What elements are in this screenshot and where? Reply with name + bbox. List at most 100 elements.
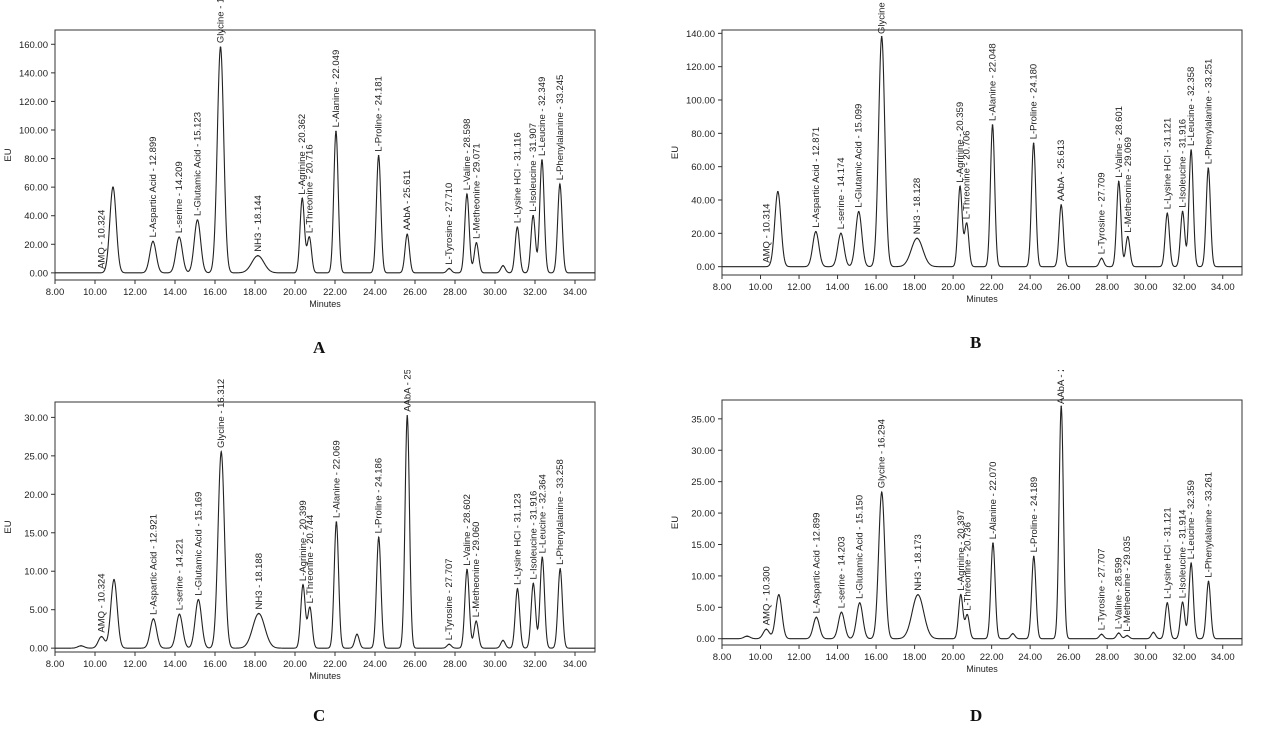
peak-point	[335, 521, 338, 523]
x-tick-label: 26.00	[1057, 282, 1081, 293]
peak-label: L-Valine - 28.601	[1114, 106, 1125, 178]
y-tick-label: 35.00	[691, 414, 715, 425]
peak-point	[1190, 562, 1192, 565]
peak-label: L-Lysine HCl - 31.121	[1162, 118, 1173, 210]
x-tick-label: 16.00	[203, 659, 227, 670]
peak-label: Glycine - 16.276	[216, 0, 227, 43]
x-tick-label: 32.00	[523, 287, 547, 298]
peak-point	[959, 185, 961, 188]
peak-point	[377, 154, 380, 157]
y-tick-label: 0.00	[697, 262, 716, 273]
peak-label: L-Phenylalanine - 33.258	[555, 459, 566, 565]
x-tick-label: 24.00	[363, 287, 387, 298]
peak-label: L-Tyrosine - 27.707	[444, 558, 455, 640]
peak-point	[857, 210, 860, 213]
peak-point	[516, 588, 519, 590]
y-tick-label: 140.00	[686, 29, 715, 40]
y-tick-label: 100.00	[686, 96, 715, 107]
peak-label: AAbA - 25.613	[1056, 140, 1067, 201]
peak-point	[965, 222, 968, 225]
peak-point	[196, 219, 199, 221]
y-tick-label: 15.00	[691, 540, 715, 551]
peak-point	[559, 183, 561, 186]
x-tick-label: 12.00	[123, 287, 147, 298]
x-tick-label: 24.00	[363, 659, 387, 670]
peak-label: AMQ - 10.324	[97, 573, 108, 632]
peak-label: AMQ - 10.314	[762, 204, 773, 263]
peak-point	[765, 628, 768, 631]
peak-point	[80, 645, 82, 647]
y-tick-label: 25.00	[691, 477, 715, 488]
chromatogram-panel-d: 0.00 5.00 10.00 15.00 20.00 25.00 30.00 35.00 8.…	[664, 370, 1274, 731]
x-tick-label: 26.00	[403, 287, 427, 298]
y-tick-label: 160.00	[19, 40, 48, 51]
y-tick-label: 100.00	[19, 126, 48, 137]
x-tick-label: 34.00	[1211, 652, 1235, 663]
x-axis-label: Minutes	[966, 294, 998, 304]
x-tick-label: 32.00	[1172, 282, 1196, 293]
peak-label: L-Glutamic Acid - 15.150	[855, 495, 866, 599]
peak-point	[113, 578, 115, 581]
x-tick-label: 16.00	[864, 282, 888, 293]
peak-point	[541, 159, 543, 161]
x-tick-label: 32.00	[523, 659, 547, 670]
peak-label: L-serine - 14.203	[837, 536, 848, 608]
peak-point	[377, 536, 380, 539]
y-tick-label: 10.00	[24, 567, 48, 578]
peak-point	[541, 556, 544, 559]
peak-label: L-Valine - 28.599	[1114, 557, 1125, 629]
peak-label: L-Isoleucine - 31.914	[1178, 510, 1189, 599]
x-tick-label: 16.00	[203, 287, 227, 298]
y-tick-label: 30.00	[691, 446, 715, 457]
plot-frame-d	[721, 399, 1243, 646]
y-tick-label: 20.00	[24, 490, 48, 501]
peak-point	[335, 130, 337, 133]
peak-label: L-Isoleucine - 31.916	[528, 491, 539, 580]
peak-label: L-Threonine - 20.716	[304, 144, 315, 233]
peak-point	[1181, 601, 1184, 604]
peak-label: NH3 - 18.144	[253, 195, 264, 252]
peak-label: L-Glutamic Acid - 15.169	[193, 492, 204, 596]
peak-label: L-Aspartic Acid - 12.899	[148, 137, 159, 238]
peak-label: AMQ - 10.324	[97, 210, 108, 269]
peak-point	[466, 568, 468, 571]
peak-label: Glycine - 16.292	[877, 0, 888, 34]
x-tick-label: 26.00	[403, 659, 427, 670]
peak-label: L-Aspartic Acid - 12.921	[148, 514, 159, 615]
peak-label: L-Phenylalanine - 33.251	[1203, 59, 1214, 165]
x-tick-label: 12.00	[123, 659, 147, 670]
chromatogram-d-svg: 0.00 5.00 10.00 15.00 20.00 25.00 30.00 35.00 8.…	[670, 370, 1243, 674]
y-tick-label: 0.00	[30, 644, 49, 655]
peak-point	[880, 491, 883, 494]
peak-point	[309, 606, 311, 609]
peak-label: AAbA - 25.613	[402, 370, 413, 412]
x-tick-label: 10.00	[83, 659, 107, 670]
chromatogram-panel-c: 0.00 5.00 10.00 15.00 20.00 25.00 30.00 8.00 10.…	[0, 370, 640, 731]
peak-point	[1152, 631, 1155, 634]
y-axis-label: EU	[670, 516, 681, 529]
chromatogram-trace-a	[55, 47, 595, 274]
peak-point	[1060, 204, 1063, 206]
y-tick-label: 0.00	[30, 268, 49, 279]
y-tick-label: 0.00	[697, 634, 716, 645]
y-tick-label: 80.00	[691, 129, 715, 140]
peak-point	[257, 612, 260, 615]
peak-label: NH3 - 18.188	[254, 553, 265, 610]
x-tick-label: 30.00	[1134, 652, 1158, 663]
chromatogram-trace-b	[722, 36, 1242, 268]
peak-point	[308, 236, 311, 238]
y-tick-label: 10.00	[691, 571, 715, 582]
peak-label: L-Threonine - 20.736	[962, 522, 973, 611]
peak-label: L-Agrinine - 20.399	[298, 500, 309, 581]
peak-point	[301, 197, 304, 200]
plot-frame-c	[54, 401, 596, 653]
peak-label: L-serine - 14.221	[174, 538, 185, 610]
peak-label: L-Lysine HCl - 31.116	[512, 132, 523, 223]
peak-point	[466, 193, 468, 196]
x-tick-label: 34.00	[563, 287, 587, 298]
chromatogram-a-svg: 0.00 20.00 40.00 60.00 80.00 100.00 120.00 140.…	[3, 0, 596, 309]
peak-label: L-serine - 14.174	[836, 157, 847, 229]
x-tick-label: 28.00	[1095, 282, 1119, 293]
panel-label-d: D	[970, 706, 983, 725]
chromatogram-trace-d	[722, 406, 1242, 640]
